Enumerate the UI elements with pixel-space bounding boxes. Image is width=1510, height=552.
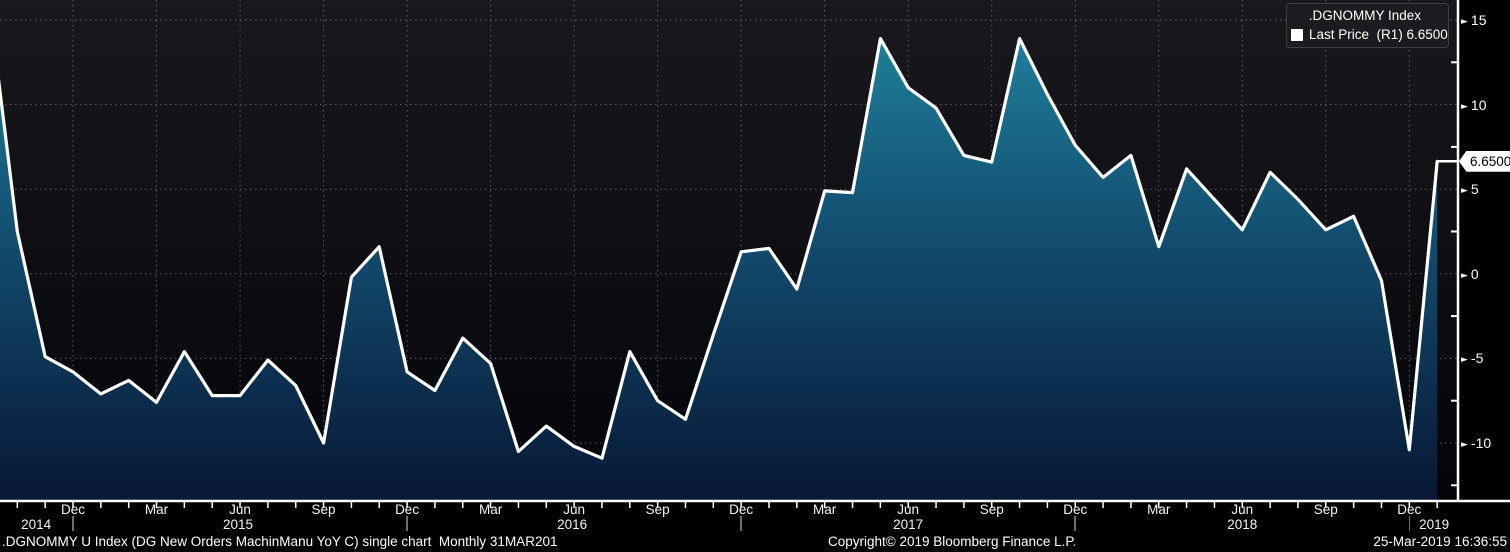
x-month-label: Sep (645, 502, 670, 517)
y-tick-label: ► 0 (1461, 265, 1479, 285)
legend-series-label: Last Price (R1) 6.6500 (1309, 27, 1448, 42)
y-tick-value: 10 (1470, 96, 1487, 113)
tick-arrow-icon: ► (1461, 17, 1468, 27)
y-tick-label: ► 5 (1461, 180, 1479, 200)
x-year-label: 2014 (21, 517, 52, 532)
tick-arrow-icon: ► (1461, 270, 1468, 281)
x-month-label: Jun (229, 502, 251, 517)
x-month-label: Dec (729, 502, 754, 517)
x-year-label: 2017 (893, 517, 924, 532)
year-separator (72, 516, 74, 531)
y-tick-label: ► -10 (1461, 434, 1491, 454)
tick-arrow-icon: ► (1461, 355, 1468, 366)
legend-title: .DGNOMMY Index (1308, 8, 1421, 23)
x-month-label: Sep (979, 502, 1004, 517)
x-month-label: Mar (478, 502, 503, 517)
x-year-label: 2019 (1419, 517, 1450, 532)
x-month-label: Jun (563, 502, 585, 517)
y-tick-label: ► 10 (1461, 96, 1487, 116)
area-fill (0, 38, 1438, 501)
y-tick-value: -5 (1470, 350, 1484, 367)
tick-arrow-icon: ► (1461, 101, 1468, 112)
chart-legend: .DGNOMMY Index Last Price (R1) 6.6500 (1286, 3, 1449, 48)
x-month-label: Mar (144, 502, 169, 517)
tick-arrow-icon: ► (1461, 186, 1468, 197)
legend-series-row: Last Price (R1) 6.6500 (1287, 25, 1448, 44)
x-month-label: Mar (1147, 502, 1171, 517)
year-separator (1408, 516, 1411, 531)
legend-swatch-icon (1291, 29, 1303, 41)
status-bar: .DGNOMMY U Index (DG New Orders MachinMa… (0, 533, 1510, 552)
timestamp: 25-Mar-2019 16:36:55 (1373, 534, 1507, 549)
x-month-label: Dec (60, 502, 85, 517)
last-price-tag: 6.6500 (1459, 150, 1510, 172)
copyright-text: Copyright© 2019 Bloomberg Finance L.P. (828, 534, 1077, 549)
x-month-label: Dec (1397, 502, 1422, 517)
chart-description: .DGNOMMY U Index (DG New Orders MachinMa… (2, 534, 558, 549)
x-year-label: 2015 (223, 517, 254, 532)
y-tick-value: 15 (1470, 12, 1487, 28)
x-year-label: 2016 (557, 517, 588, 532)
x-month-label: Dec (1063, 502, 1088, 517)
y-tick-label: ► -5 (1461, 349, 1483, 369)
x-year-label: 2018 (1227, 517, 1258, 532)
x-month-label: Sep (1313, 502, 1338, 517)
y-tick-value: -10 (1470, 435, 1492, 451)
price-line (0, 37, 1439, 460)
year-separator (1074, 516, 1076, 531)
year-separator (740, 516, 742, 531)
y-tick-label: ► 15 (1461, 11, 1487, 31)
x-month-label: Dec (395, 502, 420, 517)
x-month-label: Jun (1231, 502, 1254, 517)
tick-arrow-icon: ► (1461, 440, 1468, 450)
x-month-label: Sep (311, 502, 336, 517)
y-tick-value: 5 (1470, 181, 1479, 198)
year-separator (406, 516, 408, 531)
x-month-label: Jun (897, 502, 920, 517)
y-tick-value: 0 (1470, 265, 1479, 282)
x-month-label: Mar (813, 502, 837, 517)
